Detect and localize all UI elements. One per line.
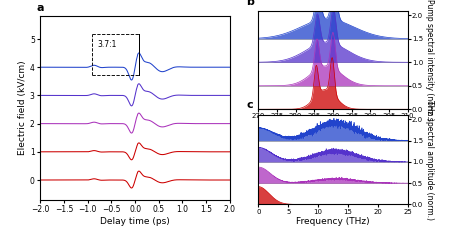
X-axis label: Frequency (THz): Frequency (THz) [296,217,370,226]
X-axis label: Delay time (ps): Delay time (ps) [100,217,170,226]
Y-axis label: Electric field (kV/cm): Electric field (kV/cm) [18,61,27,155]
Text: a: a [36,3,44,13]
Text: c: c [246,100,253,110]
Y-axis label: Pump spectral intensity (norm.): Pump spectral intensity (norm.) [425,0,434,121]
Y-axis label: THz spectral amplitude (norm.): THz spectral amplitude (norm.) [425,100,434,220]
Text: b: b [246,0,254,7]
Text: 3.7:1: 3.7:1 [97,40,117,50]
